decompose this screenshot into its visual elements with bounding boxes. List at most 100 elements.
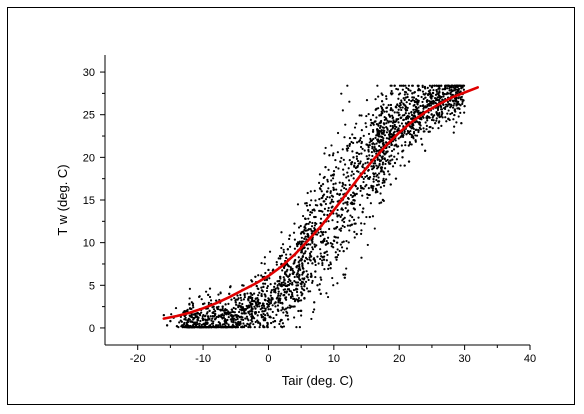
data-point (189, 307, 192, 310)
data-point (433, 114, 436, 117)
data-point (356, 187, 359, 190)
data-point (457, 115, 460, 118)
data-point (249, 322, 252, 325)
data-point (217, 321, 220, 324)
data-point (281, 302, 284, 305)
data-point (454, 99, 457, 102)
data-point (272, 320, 275, 323)
data-point (288, 306, 292, 309)
data-point (227, 315, 230, 319)
data-point (240, 318, 243, 321)
data-point (394, 120, 397, 123)
data-point (313, 224, 316, 227)
data-point (395, 87, 398, 91)
data-point (320, 204, 323, 207)
data-point (391, 114, 394, 117)
data-point (278, 254, 282, 258)
data-point (307, 243, 310, 246)
data-point (377, 172, 381, 175)
data-point (276, 308, 279, 311)
data-point (404, 106, 408, 109)
data-point (340, 189, 343, 192)
data-point (455, 104, 458, 107)
data-point (288, 273, 292, 276)
data-point (446, 100, 450, 104)
data-point (206, 321, 209, 325)
data-point (345, 247, 349, 250)
data-point (376, 180, 380, 183)
data-point (276, 296, 279, 299)
data-point (249, 325, 252, 329)
data-point (373, 143, 376, 146)
data-point (362, 134, 365, 137)
data-point (295, 242, 299, 245)
data-point (261, 290, 264, 293)
data-point (337, 253, 340, 257)
data-point (345, 239, 348, 243)
data-point (332, 174, 335, 177)
data-point (248, 324, 251, 327)
data-point (245, 304, 248, 308)
data-point (306, 247, 309, 250)
data-point (243, 296, 246, 299)
data-point (288, 245, 292, 248)
data-point (229, 286, 232, 289)
data-point (408, 143, 412, 146)
data-point (348, 158, 351, 162)
data-point (242, 318, 245, 322)
data-point (282, 284, 286, 287)
data-point (393, 130, 396, 133)
data-point (420, 95, 423, 99)
data-point (318, 283, 321, 286)
data-point (375, 122, 378, 126)
data-point (406, 93, 409, 96)
data-point (282, 251, 285, 254)
data-point (327, 187, 330, 190)
data-point (274, 287, 277, 290)
data-point (415, 134, 419, 137)
data-point (216, 325, 219, 329)
data-point (183, 310, 186, 313)
data-point (241, 312, 244, 315)
data-point (258, 322, 262, 325)
data-point (296, 294, 299, 297)
data-point (379, 105, 383, 108)
data-point (177, 325, 180, 329)
data-point (185, 325, 188, 329)
data-point (419, 89, 422, 92)
data-point (261, 306, 264, 309)
data-point (342, 273, 345, 276)
data-point (281, 325, 284, 329)
data-point (250, 306, 253, 309)
data-point (453, 87, 456, 90)
data-point (196, 322, 199, 326)
data-point (276, 304, 280, 307)
data-point (302, 270, 305, 273)
data-point (162, 313, 166, 317)
data-point (232, 321, 235, 324)
data-point (410, 99, 413, 103)
data-point (371, 154, 374, 158)
data-point (270, 291, 273, 294)
data-point (388, 155, 391, 158)
data-point (413, 121, 417, 124)
data-point (219, 308, 222, 311)
data-point (413, 110, 417, 113)
data-point (303, 260, 306, 263)
data-point (346, 171, 349, 174)
data-point (186, 323, 189, 327)
data-point (381, 100, 384, 103)
data-point (366, 161, 369, 164)
data-point (452, 104, 455, 107)
data-point (335, 225, 339, 229)
data-point (419, 111, 423, 114)
data-point (277, 298, 280, 301)
data-point (189, 325, 193, 329)
data-point (236, 322, 239, 325)
data-point (390, 149, 394, 153)
data-point (318, 288, 321, 291)
data-point (395, 130, 399, 133)
data-point (353, 165, 356, 168)
data-point (188, 303, 191, 306)
data-point (371, 147, 374, 150)
